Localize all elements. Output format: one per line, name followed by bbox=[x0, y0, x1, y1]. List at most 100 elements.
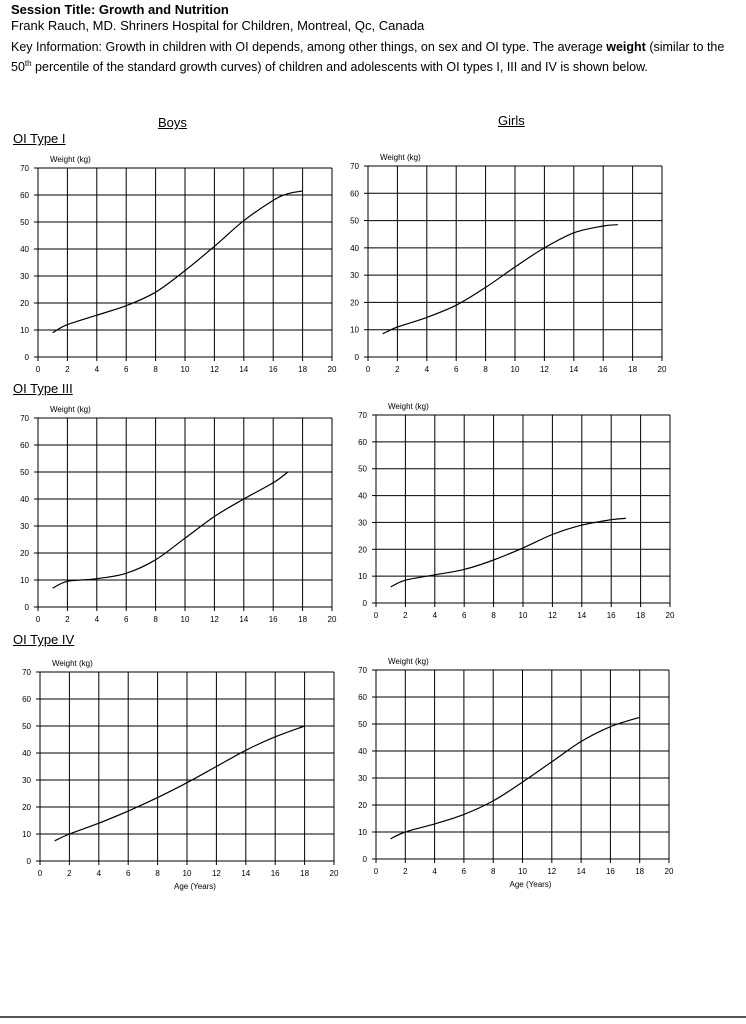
x-tick-label: 6 bbox=[124, 615, 129, 624]
x-tick-label: 0 bbox=[366, 365, 371, 374]
bottom-rule bbox=[0, 1016, 746, 1018]
y-tick-label: 10 bbox=[22, 830, 31, 839]
x-tick-label: 12 bbox=[210, 615, 219, 624]
x-tick-label: 14 bbox=[577, 611, 586, 620]
y-tick-label: 70 bbox=[350, 162, 359, 171]
x-tick-label: 10 bbox=[183, 869, 192, 878]
x-tick-label: 16 bbox=[271, 869, 280, 878]
y-tick-label: 30 bbox=[20, 522, 29, 531]
y-tick-label: 40 bbox=[20, 495, 29, 504]
x-tick-label: 10 bbox=[181, 365, 190, 374]
weight-curve bbox=[390, 517, 626, 588]
x-tick-label: 6 bbox=[124, 365, 129, 374]
weight-curve bbox=[52, 190, 303, 334]
row-heading-type-3: OI Type III bbox=[13, 381, 73, 396]
x-tick-label: 4 bbox=[432, 867, 437, 876]
y-tick-label: 30 bbox=[20, 272, 29, 281]
author-line: Frank Rauch, MD. Shriners Hospital for C… bbox=[11, 18, 425, 33]
x-tick-label: 20 bbox=[666, 611, 675, 620]
x-tick-label: 18 bbox=[298, 365, 307, 374]
y-tick-label: 70 bbox=[358, 411, 367, 420]
chart-type3-boys: 0 10 20 30 40 50 60 70 0 2 4 6 8 10 12 14 16 18 20 Weight (… bbox=[20, 405, 337, 624]
weight-curve bbox=[390, 716, 640, 840]
x-tick-label: 2 bbox=[395, 365, 400, 374]
y-tick-label: 60 bbox=[20, 441, 29, 450]
y-tick-label: 40 bbox=[20, 245, 29, 254]
y-tick-label: 20 bbox=[20, 299, 29, 308]
y-tick-label: 40 bbox=[22, 749, 31, 758]
y-tick-label: 20 bbox=[358, 545, 367, 554]
x-tick-label: 0 bbox=[374, 611, 379, 620]
x-tick-label: 8 bbox=[491, 867, 496, 876]
y-tick-label: 70 bbox=[22, 668, 31, 677]
x-tick-label: 2 bbox=[403, 867, 408, 876]
x-tick-label: 20 bbox=[328, 365, 337, 374]
column-heading-boys: Boys bbox=[158, 115, 187, 130]
y-tick-label: 0 bbox=[363, 599, 368, 608]
y-tick-label: 70 bbox=[20, 414, 29, 423]
y-tick-label: 0 bbox=[363, 855, 368, 864]
x-tick-label: 18 bbox=[300, 869, 309, 878]
x-tick-label: 12 bbox=[548, 611, 557, 620]
x-tick-label: 10 bbox=[518, 867, 527, 876]
y-tick-label: 20 bbox=[22, 803, 31, 812]
x-tick-label: 20 bbox=[330, 869, 339, 878]
x-tick-label: 18 bbox=[636, 611, 645, 620]
x-tick-label: 8 bbox=[153, 615, 158, 624]
key-info-text-2: (similar to the 50 bbox=[11, 40, 725, 74]
x-tick-label: 0 bbox=[374, 867, 379, 876]
y-axis-label: Weight (kg) bbox=[388, 402, 429, 411]
row-heading-type-1: OI Type I bbox=[13, 131, 66, 146]
x-tick-label: 18 bbox=[298, 615, 307, 624]
x-tick-label: 14 bbox=[577, 867, 586, 876]
chart-type3-girls: 0 10 20 30 40 50 60 70 0 2 4 6 8 10 12 14 16 18 20 Weight (… bbox=[358, 402, 675, 620]
x-tick-label: 16 bbox=[599, 365, 608, 374]
y-tick-label: 60 bbox=[20, 191, 29, 200]
x-tick-label: 12 bbox=[212, 869, 221, 878]
y-tick-label: 20 bbox=[358, 801, 367, 810]
y-tick-label: 50 bbox=[358, 720, 367, 729]
chart-type4-boys: 0 10 20 30 40 50 60 70 0 2 4 6 8 10 12 14 16 18 20 Weight (… bbox=[22, 659, 339, 891]
key-info-superscript: th bbox=[24, 58, 32, 68]
key-info-bold: weight bbox=[606, 40, 646, 54]
x-tick-label: 4 bbox=[95, 615, 100, 624]
y-tick-label: 50 bbox=[358, 465, 367, 474]
x-tick-label: 20 bbox=[328, 615, 337, 624]
y-tick-label: 0 bbox=[355, 353, 360, 362]
key-info-text-3: percentile of the standard growth curves… bbox=[31, 59, 648, 74]
y-tick-label: 40 bbox=[358, 747, 367, 756]
x-tick-label: 12 bbox=[547, 867, 556, 876]
y-tick-label: 60 bbox=[350, 189, 359, 198]
y-tick-label: 20 bbox=[20, 549, 29, 558]
x-axis-label: Age (Years) bbox=[510, 880, 552, 889]
x-tick-label: 18 bbox=[628, 365, 637, 374]
x-tick-label: 12 bbox=[540, 365, 549, 374]
x-tick-label: 16 bbox=[606, 867, 615, 876]
x-tick-label: 2 bbox=[65, 615, 70, 624]
x-tick-label: 2 bbox=[403, 611, 408, 620]
y-tick-label: 20 bbox=[350, 298, 359, 307]
x-tick-label: 4 bbox=[95, 365, 100, 374]
y-tick-label: 70 bbox=[358, 666, 367, 675]
y-tick-label: 50 bbox=[350, 217, 359, 226]
y-tick-label: 40 bbox=[350, 244, 359, 253]
x-tick-label: 14 bbox=[569, 365, 578, 374]
y-axis-label: Weight (kg) bbox=[50, 405, 91, 414]
key-information: Key Information: Growth in children with… bbox=[11, 40, 736, 75]
key-info-text-1: Key Information: Growth in children with… bbox=[11, 40, 607, 54]
weight-curve bbox=[52, 471, 289, 589]
y-tick-label: 70 bbox=[20, 164, 29, 173]
x-tick-label: 6 bbox=[454, 365, 459, 374]
x-tick-label: 20 bbox=[665, 867, 674, 876]
x-tick-label: 8 bbox=[153, 365, 158, 374]
y-tick-label: 30 bbox=[350, 271, 359, 280]
y-tick-label: 40 bbox=[358, 492, 367, 501]
x-tick-label: 14 bbox=[239, 615, 248, 624]
x-tick-label: 8 bbox=[491, 611, 496, 620]
x-tick-label: 4 bbox=[433, 611, 438, 620]
y-axis-label: Weight (kg) bbox=[380, 153, 421, 162]
x-tick-label: 10 bbox=[511, 365, 520, 374]
y-tick-label: 60 bbox=[358, 693, 367, 702]
x-tick-label: 2 bbox=[65, 365, 70, 374]
x-tick-label: 0 bbox=[36, 615, 41, 624]
